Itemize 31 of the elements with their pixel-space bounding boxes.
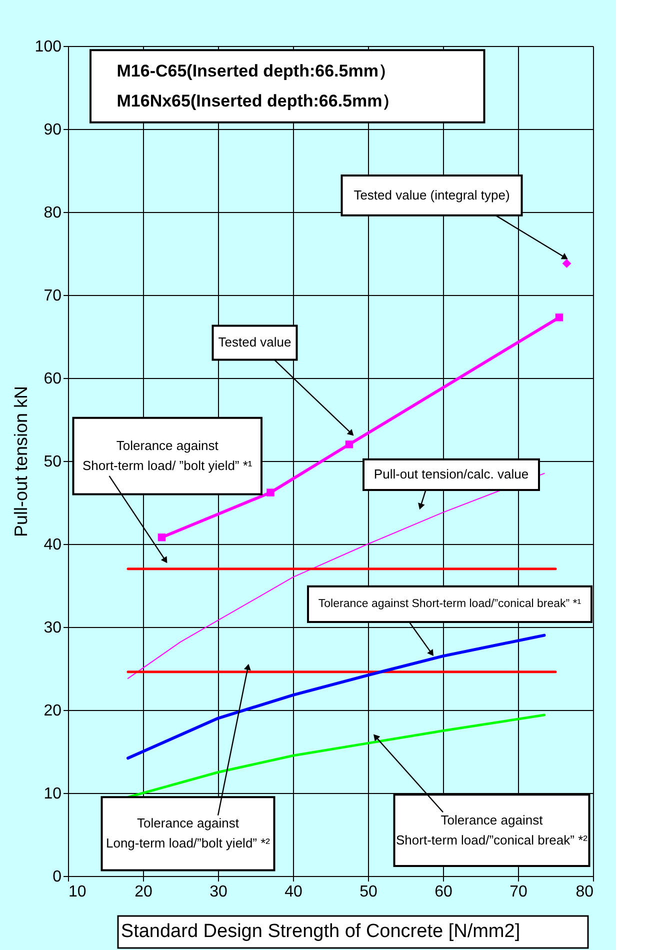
x-tick-label: 60 [434,884,452,900]
y-tick-label: 20 [44,702,62,720]
annotation: Tested value [218,334,292,350]
line-series [126,714,546,798]
x-tick-label: 20 [134,884,152,900]
x-tick-label: 40 [284,884,302,900]
y-tick-label: 50 [44,454,62,470]
text: M16-C65(Inserted depth:66.5mm） M16Nx65(Inserted depth:66.5mm） [116,61,400,110]
y-tick-label: 30 [44,620,62,636]
x-tick-label: 50 [360,884,378,900]
annotation: Tolerance against Short-term load/”conical break” *² [396,812,588,848]
y-tick-label: 80 [44,204,62,222]
annotation: Pull-out tension/calc. value [374,466,529,482]
x-tick-label: 30 [210,884,228,900]
y-tick-label: 60 [44,370,62,388]
annotation: Tolerance against Short-term load/”conical break” *¹ [318,598,582,610]
line-series [126,634,546,760]
y-tick-label: 90 [44,122,62,138]
y-tick-label: 70 [44,288,62,304]
annotation: Tested value (integral type) [354,187,510,202]
x-tick-label: 80 [576,884,594,900]
x-axis-title: Standard Design Strength of Concrete [N/mm2] [120,921,520,942]
y-tick-label: 100 [34,38,62,56]
annotation: Tolerance against Long-term load/”bolt yield” *² [106,816,271,851]
x-tick-label: 70 [510,884,528,900]
y-tick-label: 0 [52,868,62,886]
y-axis-title: Pull-out tension kN [10,386,31,538]
y-tick-label: 40 [44,536,62,554]
y-tick-label: 10 [44,786,62,802]
x-tick-label: 10 [68,884,86,900]
annotation: Tolerance against Short-term load/ ”bolt yield” *¹ [82,438,253,474]
